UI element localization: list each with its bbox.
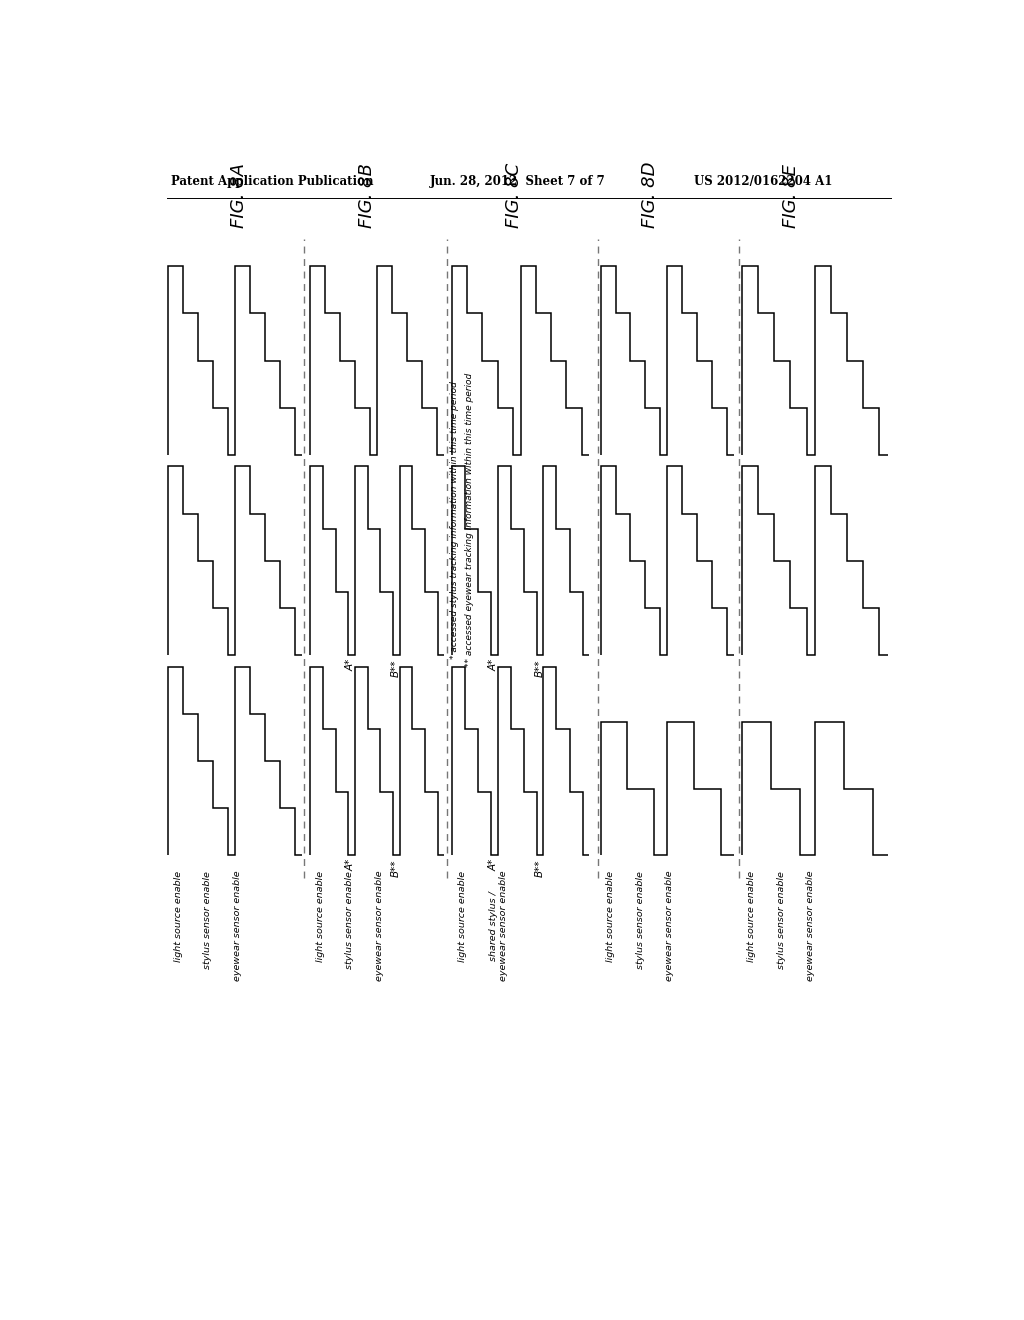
Text: light source enable: light source enable bbox=[315, 871, 325, 962]
Text: FIG. 8E: FIG. 8E bbox=[781, 164, 800, 227]
Text: FIG. 8B: FIG. 8B bbox=[357, 162, 376, 227]
Text: stylus sensor enable: stylus sensor enable bbox=[636, 871, 645, 969]
Text: stylus sensor enable: stylus sensor enable bbox=[204, 871, 212, 969]
Text: B**: B** bbox=[391, 859, 401, 876]
Text: eyewear sensor enable: eyewear sensor enable bbox=[232, 871, 242, 981]
Text: B**: B** bbox=[535, 659, 545, 677]
Text: light source enable: light source enable bbox=[606, 871, 615, 962]
Text: light source enable: light source enable bbox=[748, 871, 757, 962]
Text: ** accessed eyewear tracking information within this time period: ** accessed eyewear tracking information… bbox=[465, 374, 474, 668]
Text: eyewear sensor enable: eyewear sensor enable bbox=[806, 871, 815, 981]
Text: FIG. 8D: FIG. 8D bbox=[641, 161, 658, 227]
Text: stylus sensor enable: stylus sensor enable bbox=[777, 871, 785, 969]
Text: B**: B** bbox=[535, 859, 545, 876]
Text: * accessed stylus tracking information within this time period: * accessed stylus tracking information w… bbox=[450, 381, 459, 659]
Text: US 2012/0162204 A1: US 2012/0162204 A1 bbox=[693, 176, 833, 187]
Text: stylus sensor enable: stylus sensor enable bbox=[345, 871, 354, 969]
Text: A*: A* bbox=[488, 859, 498, 871]
Text: FIG. 8C: FIG. 8C bbox=[505, 162, 523, 227]
Text: eyewear sensor enable: eyewear sensor enable bbox=[666, 871, 674, 981]
Text: shared stylus /
eyewear sensor enable: shared stylus / eyewear sensor enable bbox=[488, 871, 508, 981]
Text: FIG. 8A: FIG. 8A bbox=[229, 162, 248, 227]
Text: Patent Application Publication: Patent Application Publication bbox=[171, 176, 373, 187]
Text: Jun. 28, 2012  Sheet 7 of 7: Jun. 28, 2012 Sheet 7 of 7 bbox=[430, 176, 606, 187]
Text: light source enable: light source enable bbox=[458, 871, 467, 962]
Text: B**: B** bbox=[391, 659, 401, 677]
Text: eyewear sensor enable: eyewear sensor enable bbox=[375, 871, 384, 981]
Text: A*: A* bbox=[345, 659, 355, 672]
Text: A*: A* bbox=[488, 659, 498, 672]
Text: A*: A* bbox=[345, 859, 355, 871]
Text: light source enable: light source enable bbox=[174, 871, 183, 962]
